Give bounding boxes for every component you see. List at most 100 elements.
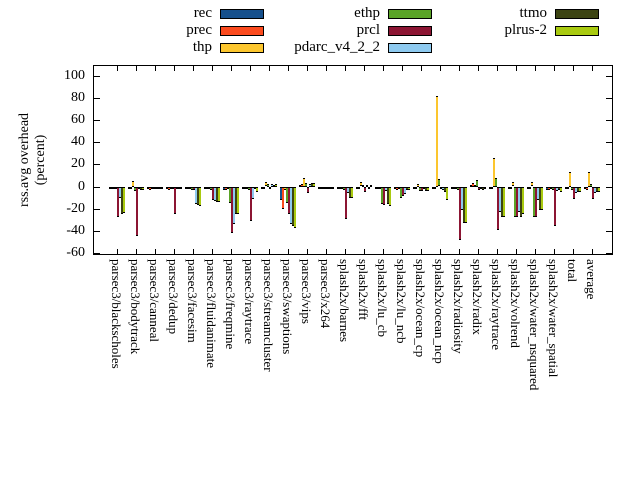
bar-ttmo [140, 186, 142, 190]
y-tick-label: 0 [78, 178, 85, 194]
x-tick-label: splash2x/volrend [508, 259, 523, 348]
bar-ethp [172, 186, 174, 189]
bar-thp [417, 184, 419, 187]
x-tick [554, 66, 555, 71]
bar-prec [111, 186, 113, 189]
bar-ttmo [501, 186, 503, 218]
x-tick [345, 249, 346, 254]
bar-prcl [288, 186, 290, 215]
bar-prec [130, 186, 132, 189]
bar-plrus-2 [237, 186, 239, 215]
bar-ethp [267, 184, 269, 187]
bar-thp [189, 186, 191, 189]
x-tick-label: splash2x/radiosity [451, 259, 466, 354]
bar-ethp [286, 186, 288, 204]
bar-prec [586, 186, 588, 190]
bar-pdarc_v4_2_2 [195, 186, 197, 205]
bar-prcl [174, 186, 176, 215]
x-tick-label: parsec3/vips [299, 259, 314, 324]
legend-swatch-prcl [388, 26, 432, 36]
bar-prcl [535, 186, 537, 218]
bar-rec [204, 186, 206, 189]
bar-ttmo [235, 186, 237, 215]
x-tick [117, 249, 118, 254]
bar-ethp [153, 186, 155, 189]
bar-ethp [438, 178, 440, 187]
x-tick [402, 249, 403, 254]
bar-pdarc_v4_2_2 [366, 185, 368, 188]
bar-thp [322, 186, 324, 189]
x-tick-label: splash2x/water_nsquared [527, 259, 542, 391]
x-tick [421, 249, 422, 254]
bar-rec [413, 186, 415, 189]
bar-prcl [269, 186, 271, 189]
bar-ttmo [159, 186, 161, 189]
legend-swatch-pdarc_v4_2_2 [388, 43, 432, 53]
bar-ethp [495, 177, 497, 187]
x-tick [535, 66, 536, 71]
bar-prec [358, 186, 360, 189]
y-tick-label: -20 [66, 200, 85, 216]
y-tick-label: 100 [64, 68, 85, 84]
y-tick [606, 120, 612, 122]
bar-rec [299, 185, 301, 188]
y-tick-label: -60 [66, 244, 85, 260]
bar-rec [147, 186, 149, 189]
bar-prec [510, 186, 512, 189]
bar-rec [527, 186, 529, 189]
bar-ethp [533, 186, 535, 218]
bar-pdarc_v4_2_2 [537, 186, 539, 200]
bar-prcl [136, 186, 138, 237]
bar-rec [242, 186, 244, 189]
bar-thp [341, 186, 343, 189]
bar-ethp [134, 186, 136, 191]
x-tick [155, 249, 156, 254]
bar-pdarc_v4_2_2 [423, 186, 425, 189]
y-tick [606, 230, 612, 232]
bar-pdarc_v4_2_2 [442, 186, 444, 190]
bar-ethp [552, 186, 554, 190]
x-tick-label: splash2x/fft [356, 259, 371, 321]
bar-thp [531, 182, 533, 187]
x-tick [288, 66, 289, 71]
x-tick-label: parsec3/streamcluster [261, 259, 276, 372]
x-tick-label: splash2x/water_spatial [546, 259, 561, 378]
bar-rec [280, 186, 282, 200]
x-tick [307, 66, 308, 71]
bar-plrus-2 [541, 186, 543, 210]
y-tick [94, 120, 100, 122]
bar-prcl [497, 186, 499, 230]
bar-prcl [478, 186, 480, 190]
bar-plrus-2 [123, 186, 125, 213]
bar-thp [303, 177, 305, 187]
bar-prcl [440, 186, 442, 189]
y-tick [606, 208, 612, 210]
bar-prec [434, 186, 436, 189]
legend-label: plrus-2 [504, 22, 548, 38]
bar-rec [508, 186, 510, 189]
x-tick [193, 66, 194, 71]
bar-ttmo [349, 186, 351, 198]
x-tick-label: parsec3/raytrace [242, 259, 257, 345]
y-tick [606, 252, 612, 254]
bar-prcl [364, 186, 366, 193]
bar-ethp [514, 186, 516, 218]
bar-pdarc_v4_2_2 [594, 186, 596, 194]
bar-ttmo [178, 186, 180, 189]
x-tick [345, 66, 346, 71]
x-tick [440, 249, 441, 254]
x-tick-label: parsec3/freqmine [223, 259, 238, 350]
x-tick-label: splash2x/ocean_cp [413, 259, 428, 358]
bar-pdarc_v4_2_2 [347, 186, 349, 194]
bar-thp [455, 186, 457, 189]
bar-ethp [476, 179, 478, 187]
bar-pdarc_v4_2_2 [385, 186, 387, 191]
bar-prcl [383, 186, 385, 206]
bar-plrus-2 [199, 186, 201, 207]
bar-ttmo [121, 186, 123, 215]
bar-ttmo [539, 186, 541, 210]
x-tick [174, 66, 175, 71]
x-tick [592, 66, 593, 71]
x-tick-label: average [584, 259, 599, 300]
